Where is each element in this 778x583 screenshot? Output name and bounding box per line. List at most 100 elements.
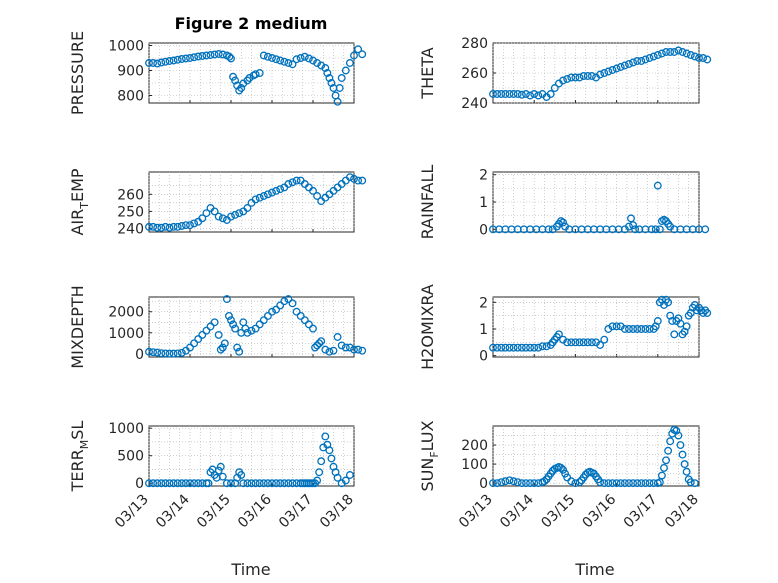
data-point	[345, 59, 354, 67]
data-point	[202, 326, 211, 335]
data-point	[337, 341, 346, 350]
data-point	[571, 73, 580, 82]
data-point	[157, 349, 166, 358]
data-point	[325, 74, 334, 82]
data-point	[255, 479, 264, 488]
data-point	[220, 339, 229, 348]
data-point	[218, 50, 227, 59]
data-point	[202, 209, 211, 218]
data-point	[672, 426, 681, 435]
data-point	[247, 479, 256, 488]
y-tick-label: 100	[461, 457, 488, 473]
data-point	[288, 299, 297, 308]
data-point	[224, 311, 233, 320]
data-point	[284, 59, 293, 67]
panel-terr-msl: 0 500 1000 TERRMSL 03/13 03/14 03/15 03/16 03/17…	[68, 421, 357, 532]
data-point	[501, 90, 510, 98]
data-point	[145, 479, 153, 488]
data-point	[276, 185, 285, 194]
data-point	[231, 324, 240, 333]
data-point	[321, 345, 330, 354]
data-point	[259, 316, 268, 325]
data-point	[165, 57, 174, 65]
data-point	[350, 174, 358, 183]
data-point	[604, 67, 613, 76]
data-point	[202, 51, 211, 60]
data-point	[653, 181, 662, 190]
data-point	[596, 478, 605, 487]
data-point	[237, 84, 246, 92]
data-point	[272, 186, 281, 195]
data-point	[633, 57, 642, 65]
x-tick-label: 03/16	[580, 491, 620, 531]
data-point	[350, 51, 358, 60]
data-point	[505, 476, 514, 485]
data-point	[288, 178, 297, 187]
data-point	[358, 346, 367, 355]
data-point	[313, 59, 322, 67]
data-point	[321, 64, 330, 72]
y-axis-label-rainfall: RAINFALL	[418, 165, 437, 240]
y-axis-label-h2omixra: H2OMIXRA	[418, 284, 437, 370]
data-point	[686, 51, 695, 59]
data-point	[177, 222, 186, 230]
y-axis-label-air-temp: AIRTEMP	[68, 168, 91, 235]
data-point	[181, 221, 190, 230]
data-point	[655, 225, 664, 234]
x-tick-label: 03/14	[497, 491, 537, 531]
data-point	[493, 479, 502, 488]
data-point	[678, 450, 687, 459]
data-point	[561, 469, 570, 478]
data-point	[682, 49, 691, 58]
data-point	[157, 223, 166, 232]
data-point	[317, 337, 326, 346]
data-point	[354, 176, 363, 185]
y-tick-label: 800	[117, 89, 144, 105]
data-point	[629, 221, 638, 230]
data-point	[327, 454, 336, 463]
data-point	[559, 465, 567, 474]
data-point	[276, 56, 285, 65]
y-tick-label: 260	[461, 66, 488, 82]
data-point	[149, 59, 158, 67]
data-point	[350, 345, 358, 354]
x-tick-label: 03/17	[621, 492, 661, 532]
data-point	[145, 222, 153, 231]
data-point	[284, 479, 293, 488]
data-point	[542, 342, 551, 351]
data-point	[177, 348, 186, 357]
data-point	[517, 343, 526, 352]
data-point	[229, 72, 237, 81]
data-point	[235, 209, 244, 218]
data-point	[145, 347, 153, 356]
data-point	[218, 472, 227, 481]
data-point	[206, 51, 215, 59]
data-point	[216, 345, 225, 354]
y-tick-label: 0	[135, 347, 144, 363]
data-point	[497, 478, 506, 487]
data-point	[596, 341, 605, 349]
data-point	[676, 441, 685, 449]
x-tick-label: 03/14	[153, 491, 193, 531]
y-tick-label: 0	[479, 349, 488, 365]
data-point	[522, 90, 530, 98]
data-point	[649, 52, 658, 61]
data-point	[263, 52, 272, 61]
data-point	[161, 57, 170, 66]
data-point	[616, 63, 625, 71]
data-point	[682, 322, 691, 331]
data-point	[600, 335, 609, 344]
data-point	[637, 325, 646, 333]
data-point	[526, 343, 535, 352]
data-point	[341, 343, 350, 352]
data-point	[304, 54, 313, 63]
data-point	[657, 471, 666, 480]
data-point	[567, 73, 576, 82]
data-point	[268, 307, 276, 316]
data-point	[251, 479, 260, 488]
data-point	[311, 343, 319, 352]
data-point	[341, 66, 350, 75]
panel-theta: 240 260 280 THETA	[418, 36, 712, 112]
